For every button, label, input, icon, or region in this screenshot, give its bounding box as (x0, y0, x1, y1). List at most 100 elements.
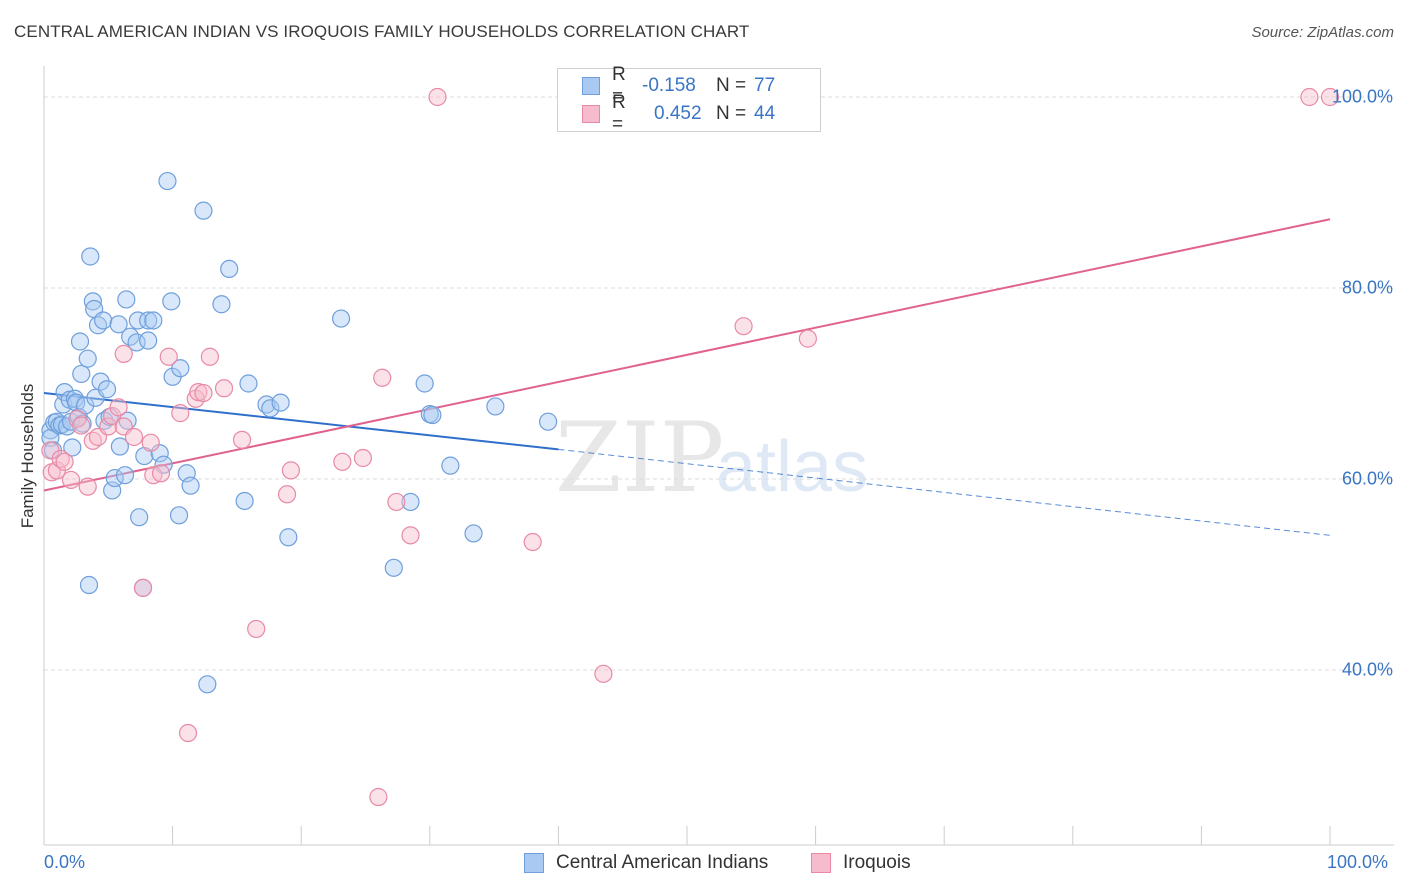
point-iroquois (99, 417, 118, 436)
n-value: 44 (754, 103, 776, 124)
point-iroquois (151, 464, 171, 483)
trendline-iroquois (43, 218, 1331, 492)
point-central-american-indians (115, 466, 135, 485)
point-iroquois (247, 619, 266, 639)
chart-title: CENTRAL AMERICAN INDIAN VS IROQUOIS FAMI… (14, 22, 750, 41)
point-iroquois (1320, 87, 1340, 107)
point-central-american-indians (105, 468, 124, 488)
point-iroquois (594, 664, 613, 683)
y-tick-label: 60.0% (1341, 468, 1393, 489)
x-tick-label: 100.0% (1327, 852, 1389, 872)
y-tick-label: 40.0% (1341, 659, 1393, 680)
point-central-american-indians (109, 315, 128, 334)
n-label: N = (716, 75, 747, 96)
r-label: R = (612, 92, 626, 135)
point-central-american-indians (63, 438, 82, 457)
point-central-american-indians (331, 309, 351, 328)
point-central-american-indians (139, 311, 158, 330)
point-central-american-indians (91, 372, 110, 391)
point-central-american-indians (158, 171, 177, 191)
legend-label: Central American Indians (556, 852, 769, 873)
point-iroquois (78, 477, 97, 496)
trendline-central-american-indians (43, 392, 559, 451)
point-iroquois (141, 433, 160, 452)
point-iroquois (353, 448, 373, 468)
point-iroquois (373, 368, 392, 387)
point-central-american-indians (144, 311, 163, 330)
point-iroquois (798, 329, 817, 348)
point-iroquois (401, 526, 420, 545)
stats-legend: R = -0.158 N = 77 R = 0.452 N = 44 (557, 64, 821, 135)
point-central-american-indians (128, 311, 147, 330)
stats-row-iroquois: R = 0.452 N = 44 (582, 92, 776, 135)
point-central-american-indians (97, 380, 117, 399)
point-central-american-indians (212, 295, 231, 314)
point-central-american-indians (72, 364, 91, 384)
point-iroquois (387, 492, 406, 512)
x-tick-label: 0.0% (44, 852, 86, 872)
n-value: 77 (754, 75, 776, 96)
point-central-american-indians (220, 259, 239, 278)
point-iroquois (109, 398, 128, 417)
point-iroquois (194, 383, 213, 403)
point-central-american-indians (79, 575, 99, 595)
point-central-american-indians (464, 524, 483, 543)
point-central-american-indians (415, 374, 434, 393)
y-axis-label: Family Households (18, 383, 37, 529)
point-central-american-indians (162, 292, 181, 311)
point-iroquois (72, 416, 91, 435)
point-central-american-indians (235, 491, 254, 511)
point-central-american-indians (130, 508, 149, 527)
point-iroquois (124, 427, 144, 447)
point-iroquois (232, 430, 252, 449)
point-iroquois (369, 787, 388, 807)
point-iroquois (178, 723, 198, 743)
point-central-american-indians (401, 492, 420, 512)
point-central-american-indians (150, 444, 169, 463)
watermark-atlas: atlas (716, 427, 868, 507)
point-iroquois (55, 452, 74, 471)
point-central-american-indians (441, 456, 460, 475)
point-central-american-indians (70, 332, 90, 351)
y-tick-label: 100.0% (1331, 86, 1393, 107)
blue-swatch (582, 77, 600, 95)
point-central-american-indians (198, 675, 217, 694)
pink-swatch (582, 105, 600, 123)
r-value: -0.158 (642, 75, 696, 96)
point-iroquois (189, 382, 208, 402)
point-iroquois (428, 87, 447, 107)
point-central-american-indians (271, 393, 290, 412)
point-iroquois (277, 485, 297, 504)
point-iroquois (333, 452, 352, 471)
point-central-american-indians (171, 359, 190, 378)
point-iroquois (133, 578, 153, 597)
r-value: 0.452 (654, 103, 702, 124)
point-iroquois (734, 317, 753, 336)
point-central-american-indians (117, 290, 136, 309)
point-central-american-indians (127, 333, 146, 352)
point-iroquois (61, 470, 81, 490)
point-central-american-indians (76, 396, 95, 415)
point-central-american-indians (384, 558, 403, 577)
blue-swatch (524, 853, 544, 873)
r-label: R = (612, 64, 626, 107)
point-central-american-indians (279, 528, 298, 547)
legend-label: Iroquois (843, 852, 911, 873)
y-tick-label: 80.0% (1341, 277, 1393, 298)
point-central-american-indians (139, 331, 158, 350)
point-central-american-indians (169, 506, 189, 525)
point-central-american-indians (423, 405, 442, 425)
point-central-american-indians (239, 374, 258, 393)
point-iroquois (200, 347, 219, 366)
point-central-american-indians (81, 247, 100, 266)
source-credit: Source: ZipAtlas.com (1251, 24, 1394, 41)
point-central-american-indians (486, 397, 505, 416)
legend-item-iroquois[interactable]: Iroquois (811, 852, 911, 874)
series-legend: Central American Indians Iroquois (0, 852, 1406, 878)
point-iroquois (1300, 87, 1319, 107)
legend-item-central-american-indians[interactable]: Central American Indians (524, 852, 768, 874)
watermark-layer: ZIP atlas (555, 402, 868, 514)
point-central-american-indians (261, 399, 280, 418)
point-iroquois (159, 347, 178, 366)
